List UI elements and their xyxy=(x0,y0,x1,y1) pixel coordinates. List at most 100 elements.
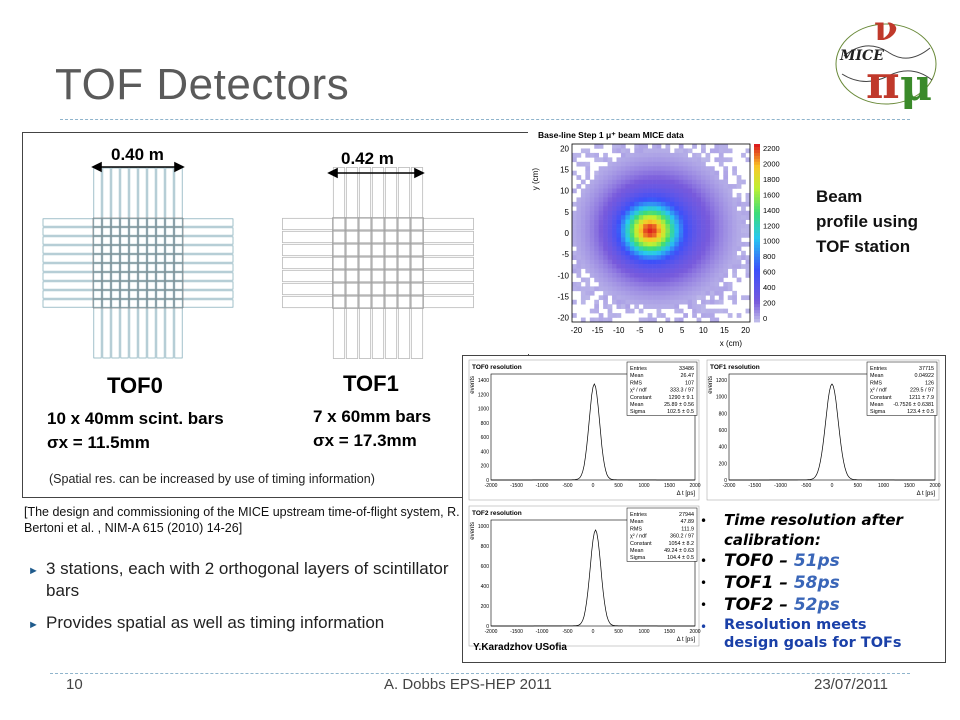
colorbar-segment xyxy=(754,182,760,186)
x-tick-label: 500 xyxy=(614,483,623,489)
stat-label: Sigma xyxy=(870,409,885,415)
svg-text:μ: μ xyxy=(900,60,932,111)
colorbar-segment xyxy=(754,244,760,249)
colorbar-segment xyxy=(754,280,760,284)
x-tick-label: -20 xyxy=(571,326,583,335)
scintillator-bar xyxy=(384,167,398,359)
histogram-title: TOF2 resolution xyxy=(472,510,522,517)
x-tick-label: 1500 xyxy=(664,483,675,489)
x-tick-label: -2000 xyxy=(485,629,498,635)
tof-station-drawings xyxy=(42,161,474,359)
tof1-description: 7 x 60mm bars σx = 17.3mm xyxy=(313,405,431,453)
stat-label: RMS xyxy=(630,526,642,532)
x-tick-label: 0 xyxy=(659,326,664,335)
histogram-curve xyxy=(491,529,695,627)
colorbar-segment xyxy=(754,200,760,204)
colorbar-segment xyxy=(754,161,760,166)
colorbar-segment xyxy=(754,316,760,320)
stat-label: Constant xyxy=(630,395,652,401)
x-tick-label: 1500 xyxy=(664,629,675,635)
stat-value: 126 xyxy=(925,380,934,386)
scintillator-bar xyxy=(397,167,411,359)
stat-value: 25.89 ± 0.56 xyxy=(664,402,694,408)
colorbar-segment xyxy=(754,265,760,269)
y-tick-label: 600 xyxy=(719,428,728,434)
stat-label: χ² / ndf xyxy=(870,388,887,394)
bullet-text: 3 stations, each with 2 orthogonal layer… xyxy=(46,559,449,600)
colorbar-segment xyxy=(754,206,760,210)
mice-logo: ν π μ MICE xyxy=(826,8,944,114)
dot-bullet-icon: • xyxy=(700,554,708,568)
x-tick-label: -1500 xyxy=(748,483,761,489)
y-tick-label: 400 xyxy=(481,449,490,455)
stat-label: Sigma xyxy=(630,409,645,415)
stat-label: Mean xyxy=(630,402,644,408)
stat-value: 1290 ± 9.1 xyxy=(669,395,694,401)
citation: [The design and commissioning of the MIC… xyxy=(24,505,460,535)
x-tick-label: 0 xyxy=(592,629,595,635)
colorbar-segment xyxy=(754,209,760,213)
colorbar-segment xyxy=(754,271,760,275)
x-tick-label: 1000 xyxy=(878,483,889,489)
dot-bullet-icon: • xyxy=(700,620,708,634)
y-tick-label: -10 xyxy=(557,271,569,280)
colorbar-tick-label: 600 xyxy=(763,268,776,277)
colorbar-segment xyxy=(754,283,760,287)
list-item: ► 3 stations, each with 2 orthogonal lay… xyxy=(28,558,458,602)
histogram-title: TOF1 resolution xyxy=(710,364,760,371)
tof0-drawing xyxy=(42,167,234,359)
stat-label: Mean xyxy=(630,519,644,525)
spatial-resolution-note: (Spatial res. can be increased by use of… xyxy=(49,472,375,486)
logo-text: MICE xyxy=(839,48,884,64)
goal-text-cont: design goals for TOFs xyxy=(724,635,902,651)
scintillator-bar xyxy=(282,295,474,309)
stat-label: Entries xyxy=(870,366,887,372)
x-tick-label: -2000 xyxy=(723,483,736,489)
colorbar-segment xyxy=(754,307,760,311)
colorbar-segment xyxy=(754,250,760,255)
colorbar-tick-label: 1200 xyxy=(763,221,780,230)
bullet-text: Provides spatial as well as timing infor… xyxy=(46,613,385,632)
stat-value: 123.4 ± 0.5 xyxy=(907,409,934,415)
colorbar-segment xyxy=(754,289,760,293)
x-tick-label: 10 xyxy=(699,326,708,335)
stat-value: 1054 ± 8.2 xyxy=(669,541,694,547)
stat-value: 102.5 ± 0.5 xyxy=(667,409,694,415)
colorbar-segment xyxy=(754,319,760,323)
scintillator-bar xyxy=(282,269,474,283)
tof0-label: TOF0 xyxy=(107,373,163,398)
tof0-resolution-text: σx = 11.5mm xyxy=(47,433,150,452)
x-tick-label: -1500 xyxy=(510,483,523,489)
colorbar-segment xyxy=(754,194,760,198)
stat-label: χ² / ndf xyxy=(630,388,647,394)
triangle-bullet-icon: ► xyxy=(28,619,39,631)
x-tick-label: 0 xyxy=(831,483,834,489)
colorbar-segment xyxy=(754,215,760,219)
stat-value: 47.89 xyxy=(681,519,695,525)
colorbar-segment xyxy=(754,149,760,154)
y-tick-label: 800 xyxy=(481,421,490,427)
colorbar-segment xyxy=(754,268,760,272)
colorbar-tick-label: 1000 xyxy=(763,237,780,246)
colorbar-segment xyxy=(754,301,760,305)
colorbar-segment xyxy=(754,295,760,299)
triangle-bullet-icon: ► xyxy=(28,565,39,577)
colorbar-tick-label: 200 xyxy=(763,299,776,308)
list-item: • TOF0 – 51ps xyxy=(700,550,940,572)
colorbar-segment xyxy=(754,185,760,189)
histogram-curve xyxy=(729,383,935,481)
colorbar-segment xyxy=(754,164,760,169)
dot-bullet-icon: • xyxy=(700,598,708,612)
list-item: • Resolution meets design goals for TOFs xyxy=(700,616,940,652)
resolution-heading-cont: calibration: xyxy=(724,531,821,549)
colorbar-segment xyxy=(754,221,760,225)
x-axis-label: Δ t [ps] xyxy=(677,491,696,497)
stat-value: 37715 xyxy=(919,366,934,372)
colorbar-segment xyxy=(754,256,760,261)
x-tick-label: 2000 xyxy=(689,483,700,489)
colorbar-segment xyxy=(754,155,760,160)
stat-label: RMS xyxy=(870,380,882,386)
x-tick-label: -1000 xyxy=(536,629,549,635)
y-tick-label: 600 xyxy=(481,435,490,441)
colorbar-segment xyxy=(754,277,760,281)
